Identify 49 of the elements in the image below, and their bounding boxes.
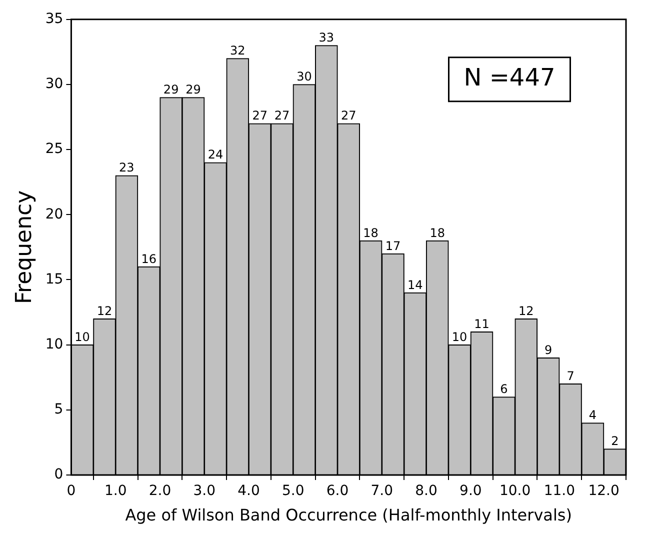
y-tick-label: 0	[54, 466, 64, 483]
data-label: 7	[566, 369, 574, 384]
data-label: 10	[452, 330, 468, 344]
x-tick-label: 2.0	[148, 483, 172, 500]
x-tick-label: 9.0	[460, 483, 482, 500]
x-tick-label: 10.0	[499, 483, 531, 500]
y-tick-label: 30	[45, 76, 64, 92]
data-label: 4	[588, 408, 597, 422]
y-tick-label: 15	[45, 271, 64, 288]
y-axis-title: Frequency	[12, 190, 37, 304]
x-axis-title: Age of Wilson Band Occurrence (Half-monthly Intervals)	[125, 506, 572, 525]
x-tick-label: 11.0	[544, 483, 576, 500]
data-label: 17	[385, 238, 401, 253]
data-label: 27	[274, 108, 290, 123]
data-label: 27	[252, 108, 268, 123]
data-label: 32	[230, 44, 246, 58]
x-tick-label: 4.0	[238, 483, 260, 500]
data-label: 14	[408, 278, 423, 292]
x-tick-label: 7.0	[370, 483, 394, 500]
data-label: 30	[296, 70, 312, 84]
data-label: 11	[474, 316, 490, 331]
data-label: 27	[340, 108, 356, 123]
data-label: 24	[208, 148, 224, 162]
data-label: 9	[544, 342, 552, 357]
x-tick-label: 6.0	[326, 483, 349, 500]
x-tick-label: 5.0	[282, 483, 304, 500]
y-tick-label: 10	[45, 336, 64, 352]
data-label: 10	[74, 330, 90, 344]
data-label: 18	[363, 226, 378, 240]
data-label: 29	[186, 82, 201, 97]
data-label: 23	[119, 160, 134, 175]
data-label: 29	[163, 82, 179, 97]
y-tick-label: 35	[45, 11, 64, 28]
data-label: 18	[430, 226, 446, 240]
data-label: 2	[611, 434, 619, 448]
y-tick-label: 25	[45, 141, 64, 158]
data-label: 33	[318, 30, 334, 45]
data-label: 6	[500, 382, 508, 396]
data-label: 12	[96, 304, 112, 318]
x-tick-label: 0	[66, 483, 76, 500]
data-label: 16	[141, 252, 157, 266]
annotation: N =447	[464, 64, 556, 92]
data-label: 12	[518, 304, 534, 318]
x-tick-label: 8.0	[415, 483, 438, 500]
x-tick-label: 1.0	[104, 483, 127, 500]
y-tick-label: 5	[54, 402, 64, 418]
y-tick-label: 20	[45, 206, 64, 222]
x-tick-label: 12.0	[588, 483, 620, 500]
x-tick-label: 3.0	[193, 483, 216, 500]
